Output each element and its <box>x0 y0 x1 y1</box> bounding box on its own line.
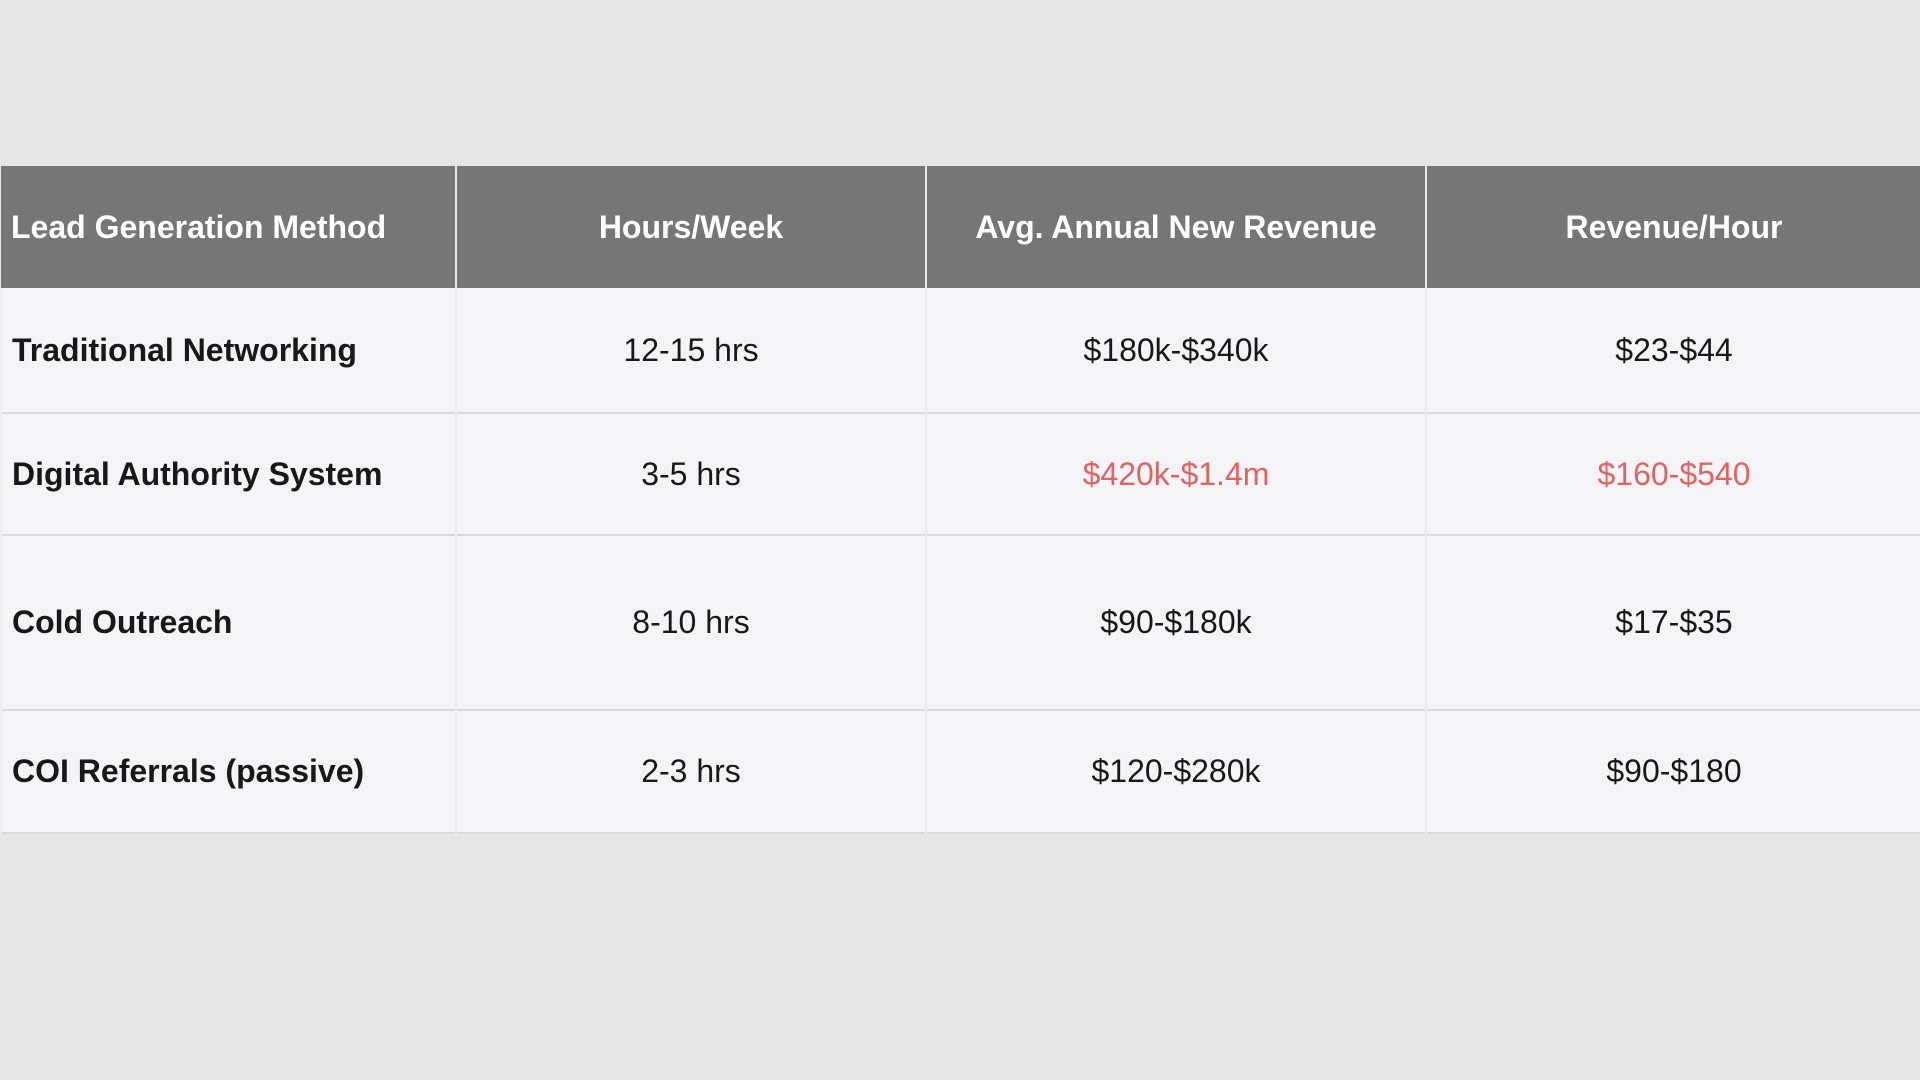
table-row-coi-referrals: COI Referrals (passive) 2-3 hrs $120-$28… <box>0 710 1920 833</box>
cell-revenue-per-hour: $23-$44 <box>1615 331 1733 368</box>
cell-revenue: $120-$280k <box>926 710 1427 833</box>
header-row: Lead Generation Method Hours/Week Avg. A… <box>1 166 1920 288</box>
lead-generation-comparison-table: Lead Generation Method Hours/Week Avg. A… <box>0 166 1920 834</box>
cell-revenue-per-hour: $90-$180 <box>1606 753 1742 789</box>
column-header-revenue: Avg. Annual New Revenue <box>926 166 1427 288</box>
cell-revenue: $180k-$340k <box>926 288 1427 413</box>
cell-hours: 3-5 hrs <box>456 413 927 535</box>
table-row-digital-authority-system: Digital Authority System 3-5 hrs $420k-$… <box>0 413 1920 535</box>
cell-method: Digital Authority System <box>0 413 457 535</box>
table-row-traditional-networking: Traditional Networking 12-15 hrs $180k-$… <box>0 288 1920 413</box>
cell-hours: 8-10 hrs <box>456 535 927 710</box>
column-header-revenue-per-hour: Revenue/Hour <box>1426 166 1920 288</box>
column-header-hours: Hours/Week <box>456 166 927 288</box>
cell-revenue: $90-$180k <box>926 535 1427 710</box>
column-header-method: Lead Generation Method <box>1 166 457 288</box>
cell-revenue-per-hour-highlighted: $160-$540 <box>1597 455 1751 492</box>
cell-hours: 2-3 hrs <box>456 710 927 833</box>
table-row-cold-outreach: Cold Outreach 8-10 hrs $90-$180k $17-$35 <box>0 535 1920 710</box>
cell-revenue-highlighted: $420k-$1.4m <box>926 413 1427 535</box>
cell-method: Traditional Networking <box>0 288 457 413</box>
cell-hours: 12-15 hrs <box>456 288 927 413</box>
cell-method: Cold Outreach <box>0 535 457 710</box>
cell-revenue-per-hour: $17-$35 <box>1615 604 1733 640</box>
cell-method: COI Referrals (passive) <box>0 710 457 833</box>
